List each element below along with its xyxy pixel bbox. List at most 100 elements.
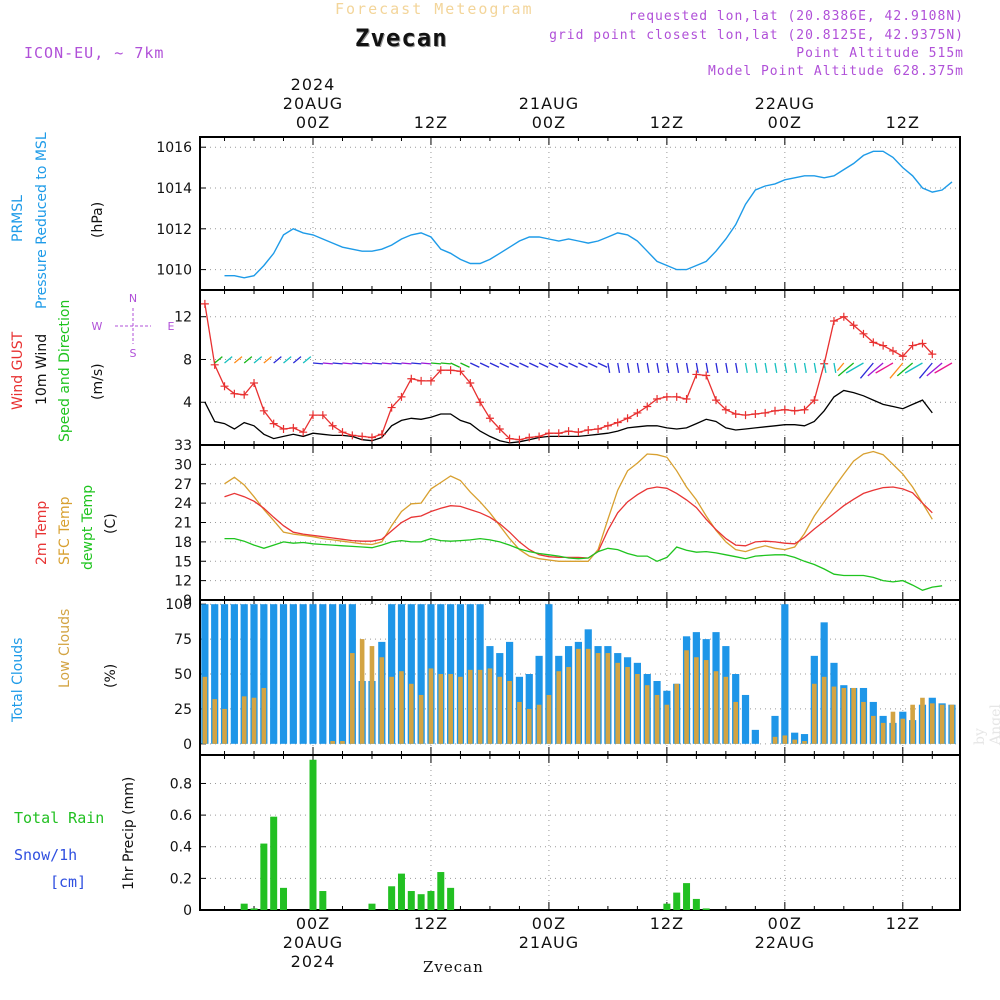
sfc-temp-line bbox=[224, 450, 933, 562]
y-tick-label: 18 bbox=[174, 535, 192, 551]
total-cloud-bar bbox=[211, 604, 219, 744]
wind-gust-marker bbox=[446, 366, 455, 375]
total-cloud-bar bbox=[456, 604, 465, 744]
wind-direction-arrow bbox=[803, 362, 807, 373]
top-time-label: 22AUG bbox=[755, 94, 815, 113]
low-cloud-bar bbox=[703, 660, 709, 744]
y-tick-label: 1016 bbox=[156, 140, 192, 156]
wind-gust-marker bbox=[495, 424, 504, 433]
wind-gust-marker bbox=[485, 414, 494, 423]
wind-direction-arrow bbox=[401, 362, 412, 365]
wind-direction-arrow bbox=[243, 356, 253, 364]
wind-direction-arrow bbox=[214, 356, 223, 364]
wind-gust-marker bbox=[525, 433, 534, 442]
low-cloud-bar bbox=[821, 676, 827, 744]
wind-gust-marker bbox=[613, 418, 622, 427]
wind-direction-arrow bbox=[676, 362, 680, 373]
wind-gust-marker bbox=[299, 428, 308, 437]
wind-gust-marker bbox=[230, 389, 239, 398]
snow-label: Snow/1h bbox=[14, 846, 78, 864]
wind-direction-arrow bbox=[421, 362, 432, 365]
wind-gust-marker bbox=[279, 424, 288, 433]
y-tick-label: 30 bbox=[174, 457, 192, 473]
rain-bar bbox=[240, 903, 248, 910]
low-cloud-bar bbox=[851, 687, 856, 744]
wind-gust-marker bbox=[309, 411, 317, 420]
total-cloud-bar bbox=[250, 604, 258, 744]
wind-direction-arrow bbox=[813, 362, 817, 373]
y-tick-label: 75 bbox=[174, 632, 192, 648]
wind-direction-arrow bbox=[656, 362, 660, 373]
total-cloud-bar bbox=[791, 732, 799, 744]
wind-direction-arrow bbox=[867, 362, 884, 377]
snow-unit-label: [cm] bbox=[50, 873, 87, 891]
wind-direction-arrow bbox=[784, 362, 788, 373]
low-cloud-bar bbox=[497, 676, 503, 744]
wind-gust-marker bbox=[771, 406, 780, 415]
low-cloud-bar bbox=[350, 653, 355, 744]
wind-gust-marker bbox=[682, 395, 691, 404]
low-cloud-bar bbox=[202, 676, 208, 744]
wind-gust-marker bbox=[780, 405, 789, 414]
wind-gust-marker bbox=[908, 341, 917, 350]
low-cloud-bar bbox=[222, 708, 227, 744]
low-cloud-bar bbox=[929, 703, 935, 744]
wind-direction-arrow bbox=[587, 362, 598, 368]
wind-direction-arrow bbox=[450, 362, 460, 368]
low-cloud-bar bbox=[438, 674, 444, 744]
wind-gust-marker bbox=[869, 338, 878, 347]
rain-bar bbox=[260, 843, 268, 910]
total-cloud-bar bbox=[299, 604, 307, 744]
compass-s: S bbox=[130, 347, 137, 360]
wind-gust-marker bbox=[741, 411, 750, 420]
wind-direction-arrow bbox=[233, 356, 243, 364]
low-cloud-bar bbox=[772, 736, 778, 744]
low-cloud-bar bbox=[782, 735, 788, 744]
wind-direction-arrow bbox=[926, 362, 943, 377]
total-cloud-bar bbox=[319, 604, 327, 744]
requested-coords: requested lon,lat (20.8386E, 42.9108N) bbox=[628, 9, 964, 24]
total-cloud-bar bbox=[201, 604, 209, 744]
low-cloud-bar bbox=[910, 704, 915, 744]
bottom-time-label: 00Z bbox=[768, 914, 802, 933]
low-cloud-bar bbox=[241, 696, 247, 744]
low-cloud-bar bbox=[359, 639, 365, 744]
wind-direction-arrow bbox=[528, 362, 539, 368]
wind-10m-line bbox=[204, 389, 933, 444]
wind-gust-line bbox=[204, 303, 933, 441]
wind-gust-marker bbox=[535, 432, 544, 441]
wind-direction-arrow bbox=[764, 362, 768, 373]
low-cloud-bar bbox=[467, 669, 473, 744]
y-tick-label: 50 bbox=[174, 667, 192, 683]
wind-gust-marker bbox=[692, 370, 701, 379]
top-time-label: 2024 bbox=[291, 75, 336, 94]
compass-rose bbox=[115, 308, 151, 344]
wind-gust-marker bbox=[387, 403, 396, 412]
bottom-time-label: 2024 bbox=[291, 952, 336, 971]
wind-direction-arrow bbox=[283, 356, 292, 364]
wind-direction-arrow bbox=[794, 362, 798, 373]
wind-gust-marker bbox=[348, 431, 357, 440]
wind-direction-arrow bbox=[362, 362, 373, 365]
top-time-label: 00Z bbox=[532, 113, 566, 132]
total-cloud-bar bbox=[388, 604, 396, 744]
y-tick-label: 12 bbox=[174, 574, 192, 590]
rain-bar bbox=[683, 883, 691, 910]
wind-gust-marker bbox=[633, 408, 642, 417]
top-time-label: 00Z bbox=[296, 113, 330, 132]
wind-direction-arrow bbox=[460, 362, 470, 368]
wind-gust-marker bbox=[731, 410, 740, 418]
wind-direction-arrow bbox=[292, 356, 302, 364]
rain-bar bbox=[319, 891, 327, 910]
low-cloud-bar bbox=[733, 701, 738, 744]
low-cloud-bar bbox=[674, 683, 680, 744]
wind-gust-marker bbox=[751, 410, 760, 418]
wind-direction-arrow bbox=[499, 362, 510, 368]
top-time-label: 00Z bbox=[768, 113, 802, 132]
rain-bar bbox=[368, 903, 376, 910]
wind-gust-marker bbox=[505, 434, 514, 443]
temp-2m-line bbox=[224, 486, 933, 559]
wind-direction-arrow bbox=[509, 362, 519, 368]
wind-direction-arrow bbox=[889, 362, 904, 379]
